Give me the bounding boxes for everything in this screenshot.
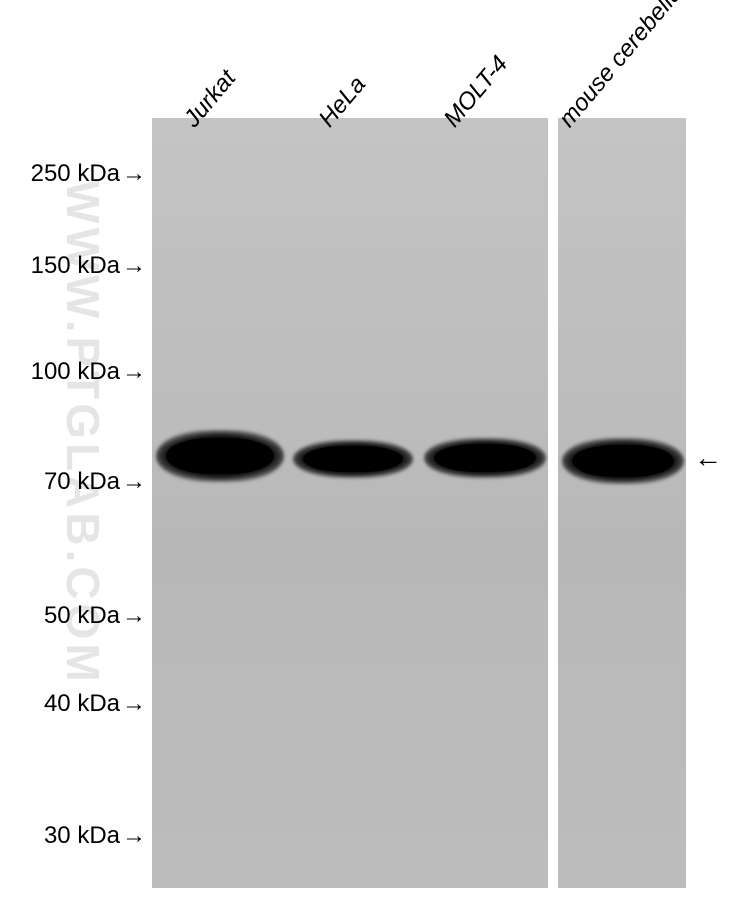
band-core	[572, 445, 674, 477]
mw-marker-label: 30 kDa	[44, 822, 120, 849]
lane-separator-gap	[548, 118, 558, 888]
band-core	[434, 444, 536, 472]
watermark-text: WWW.PTGLAB.COM	[56, 180, 110, 686]
arrow-right-icon: →	[122, 160, 146, 188]
lane-label-3: mouse cerebellum	[554, 0, 701, 133]
mw-marker-label: 40 kDa	[44, 690, 120, 717]
blot-membrane	[152, 118, 686, 888]
band-indicator-arrow: ←	[694, 442, 722, 474]
mw-marker-30-kDa: 30 kDa→	[44, 822, 146, 850]
mw-marker-40-kDa: 40 kDa→	[44, 690, 146, 718]
western-blot-figure: JurkatHeLaMOLT-4mouse cerebellum 250 kDa…	[0, 0, 740, 903]
arrow-right-icon: →	[122, 822, 146, 850]
arrow-right-icon: →	[122, 358, 146, 386]
arrow-right-icon: →	[122, 252, 146, 280]
arrow-right-icon: →	[122, 690, 146, 718]
band-core	[303, 446, 404, 473]
arrow-right-icon: →	[122, 468, 146, 496]
band-core	[166, 438, 274, 474]
arrow-right-icon: →	[122, 602, 146, 630]
